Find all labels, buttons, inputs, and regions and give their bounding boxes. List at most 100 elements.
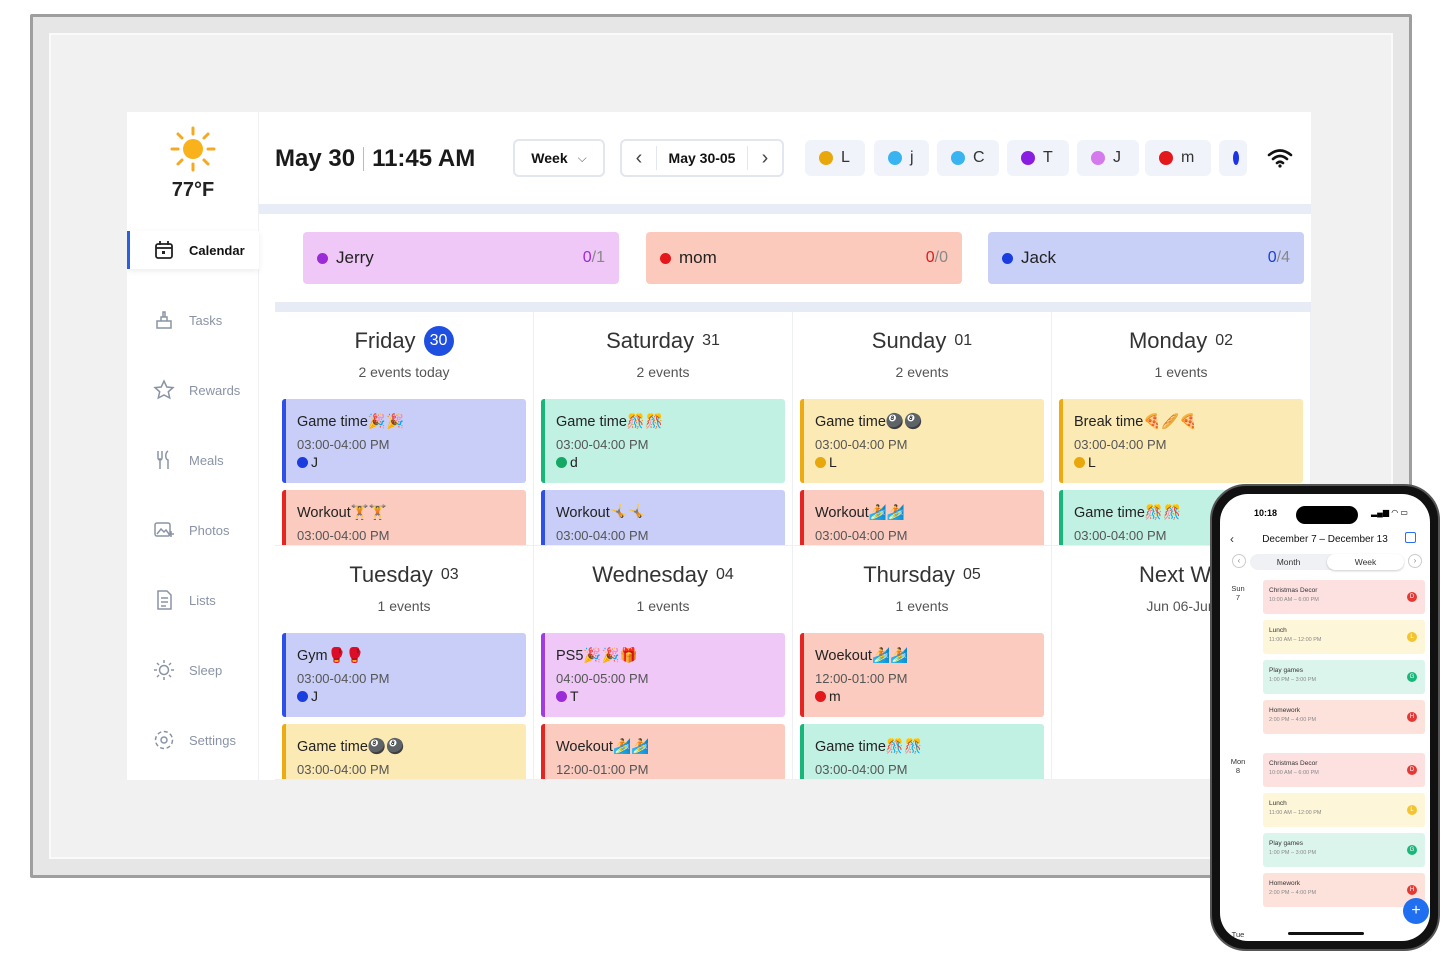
add-event-button[interactable]: + xyxy=(1403,898,1429,924)
phone-prev-icon[interactable]: ‹ xyxy=(1232,554,1246,568)
sidebar-item-photos[interactable]: Photos xyxy=(127,511,259,549)
sidebar-item-sleep[interactable]: Sleep xyxy=(127,651,259,689)
member-filter-chip[interactable]: L xyxy=(805,140,865,176)
sidebar-item-lists[interactable]: Lists xyxy=(127,581,259,619)
member-filter-chip[interactable]: m xyxy=(1145,140,1211,176)
assignee-initial: J xyxy=(311,454,318,470)
prev-week-button[interactable]: ‹ xyxy=(635,146,643,169)
phone-event-card[interactable]: Lunch 11:00 AM – 12:00 PM L xyxy=(1263,793,1425,827)
tab-week[interactable]: Week xyxy=(1327,554,1404,570)
event-card[interactable]: Game time🎱🎱 03:00-04:00 PM L xyxy=(800,399,1044,483)
sidebar-item-label: Meals xyxy=(189,452,224,468)
event-assignee: T xyxy=(556,688,785,704)
event-card[interactable]: Workout🏄🏄 03:00-04:00 PM xyxy=(800,490,1044,545)
broom-icon xyxy=(156,311,172,329)
sidebar: 77°F Calendar Tasks Rewards Meals Photos List… xyxy=(127,112,259,780)
event-card[interactable]: Workout🏋️🏋️ 03:00-04:00 PM xyxy=(282,490,526,545)
event-card[interactable]: Game time🎊🎊 03:00-04:00 PM d xyxy=(541,399,785,483)
member-summary-card[interactable]: mom 0/0 xyxy=(646,232,962,284)
day-number: 02 xyxy=(1215,332,1234,349)
event-time: 03:00-04:00 PM xyxy=(297,437,390,452)
event-assignee: L xyxy=(1074,454,1303,470)
back-icon[interactable]: ‹ xyxy=(1230,532,1234,546)
phone-event-time: 10:00 AM – 6:00 PM xyxy=(1269,597,1319,603)
phone-event-badge: L xyxy=(1407,632,1417,642)
date-range-nav: ‹ May 30-05 › xyxy=(620,139,784,177)
day-column-sunday[interactable]: Sunday 01 2 events Game time🎱🎱 03:00-04:00 P… xyxy=(793,312,1052,546)
event-count: 1 events xyxy=(1154,364,1208,380)
member-filter-chip[interactable]: C xyxy=(937,140,999,176)
phone-event-badge: D xyxy=(1407,592,1417,602)
member-summary-card[interactable]: Jerry 0/1 xyxy=(303,232,619,284)
phone-event-card[interactable]: Christmas Decor 10:00 AM – 6:00 PM D xyxy=(1263,753,1425,787)
tab-month[interactable]: Month xyxy=(1276,557,1301,567)
day-column-thursday[interactable]: Thursday 05 1 events Woekout🏄🏄 12:00-01:00 P… xyxy=(793,546,1052,780)
next-week-button[interactable]: › xyxy=(761,146,769,169)
event-card[interactable]: Game time🎊🎊 03:00-04:00 PM xyxy=(800,724,1044,779)
phone-day-tue: Tue xyxy=(1228,930,1248,939)
phone-event-title: Play games xyxy=(1269,667,1303,674)
sidebar-item-meals[interactable]: Meals xyxy=(127,441,259,479)
phone-event-card[interactable]: Play games 1:00 PM – 3:00 PM G xyxy=(1263,833,1425,867)
day-name: Thursday xyxy=(863,562,955,587)
day-name: Friday xyxy=(354,328,416,353)
member-name: Jack xyxy=(1021,248,1056,267)
sidebar-item-settings[interactable]: Settings xyxy=(127,721,259,759)
sidebar-item-label: Settings xyxy=(189,732,236,748)
event-card[interactable]: Gym🥊🥊 03:00-04:00 PM J xyxy=(282,633,526,717)
wifi-icon[interactable] xyxy=(1267,148,1293,168)
assignee-initial: d xyxy=(570,454,578,470)
member-summary-card[interactable]: Jack 0/4 xyxy=(988,232,1304,284)
event-card[interactable]: PS5🎉🎉🎁 04:00-05:00 PM T xyxy=(541,633,785,717)
member-filter-chip[interactable]: T xyxy=(1007,140,1069,176)
event-card[interactable]: Break time🍕🥖🍕 03:00-04:00 PM L xyxy=(1059,399,1303,483)
phone-next-icon[interactable]: › xyxy=(1408,554,1422,568)
event-card[interactable]: Game time🎱🎱 03:00-04:00 PM xyxy=(282,724,526,779)
phone-event-card[interactable]: Homework 2:00 PM – 4:00 PM H xyxy=(1263,873,1425,907)
member-filter-chip[interactable]: J xyxy=(1077,140,1139,176)
phone-event-card[interactable]: Christmas Decor 10:00 AM – 6:00 PM D xyxy=(1263,580,1425,614)
day-column-tuesday[interactable]: Tuesday 03 1 events Gym🥊🥊 03:00-04:00 PM J Gam… xyxy=(275,546,534,780)
home-indicator xyxy=(1288,932,1364,935)
phone-clock: 10:18 xyxy=(1254,508,1278,518)
member-filter-chip[interactable]: j xyxy=(874,140,929,176)
day-number: 7 xyxy=(1235,593,1241,602)
day-header: Monday 02 xyxy=(1052,326,1310,356)
phone-event-title: Play games xyxy=(1269,840,1303,847)
phone-event-title: Christmas Decor xyxy=(1269,587,1318,594)
day-label: Tue xyxy=(1231,930,1245,939)
day-column-wednesday[interactable]: Wednesday 04 1 events PS5🎉🎉🎁 04:00-05:00 PM T… xyxy=(534,546,793,780)
event-assignee: J xyxy=(297,454,526,470)
assignee-initial: m xyxy=(829,688,841,704)
event-count: 1 events xyxy=(636,598,690,614)
task-count: 0/1 xyxy=(582,249,605,266)
event-title: Game time🎊🎊 xyxy=(815,739,923,755)
event-card[interactable]: Workout🤸🤸 03:00-04:00 PM xyxy=(541,490,785,545)
event-card[interactable]: Game time🎉🎉 03:00-04:00 PM J xyxy=(282,399,526,483)
event-time: 03:00-04:00 PM xyxy=(297,528,390,543)
event-time: 12:00-01:00 PM xyxy=(815,671,908,686)
calendar-icon[interactable] xyxy=(1405,532,1416,543)
sidebar-item-tasks[interactable]: Tasks xyxy=(127,301,259,339)
view-dropdown[interactable]: Week ⌵ xyxy=(513,139,605,177)
phone-event-badge: H xyxy=(1407,712,1417,722)
day-column-saturday[interactable]: Saturday 31 2 events Game time🎊🎊 03:00-04:00… xyxy=(534,312,793,546)
member-color-dot xyxy=(1233,151,1239,165)
member-initial: C xyxy=(973,149,985,166)
event-count: 2 events xyxy=(895,364,949,380)
day-column-friday[interactable]: Friday 30 2 events today Game time🎉🎉 03:00-0… xyxy=(275,312,534,546)
event-title: Workout🏄🏄 xyxy=(815,505,905,521)
calendar-screen: 77°F Calendar Tasks Rewards Meals Photos List… xyxy=(127,112,1311,780)
phone-event-card[interactable]: Homework 2:00 PM – 4:00 PM H xyxy=(1263,700,1425,734)
sidebar-item-rewards[interactable]: Rewards xyxy=(127,371,259,409)
header-divider xyxy=(259,204,1311,214)
sidebar-item-calendar[interactable]: Calendar xyxy=(127,231,259,269)
event-card[interactable]: Woekout🏄🏄 12:00-01:00 PM xyxy=(541,724,785,779)
event-title: Game time🎱🎱 xyxy=(297,739,405,755)
task-count: 0/4 xyxy=(1267,249,1290,266)
phone-event-card[interactable]: Play games 1:00 PM – 3:00 PM G xyxy=(1263,660,1425,694)
event-card[interactable]: Woekout🏄🏄 12:00-01:00 PM m xyxy=(800,633,1044,717)
phone-event-card[interactable]: Lunch 11:00 AM – 12:00 PM L xyxy=(1263,620,1425,654)
member-filter-chip[interactable] xyxy=(1219,140,1247,176)
